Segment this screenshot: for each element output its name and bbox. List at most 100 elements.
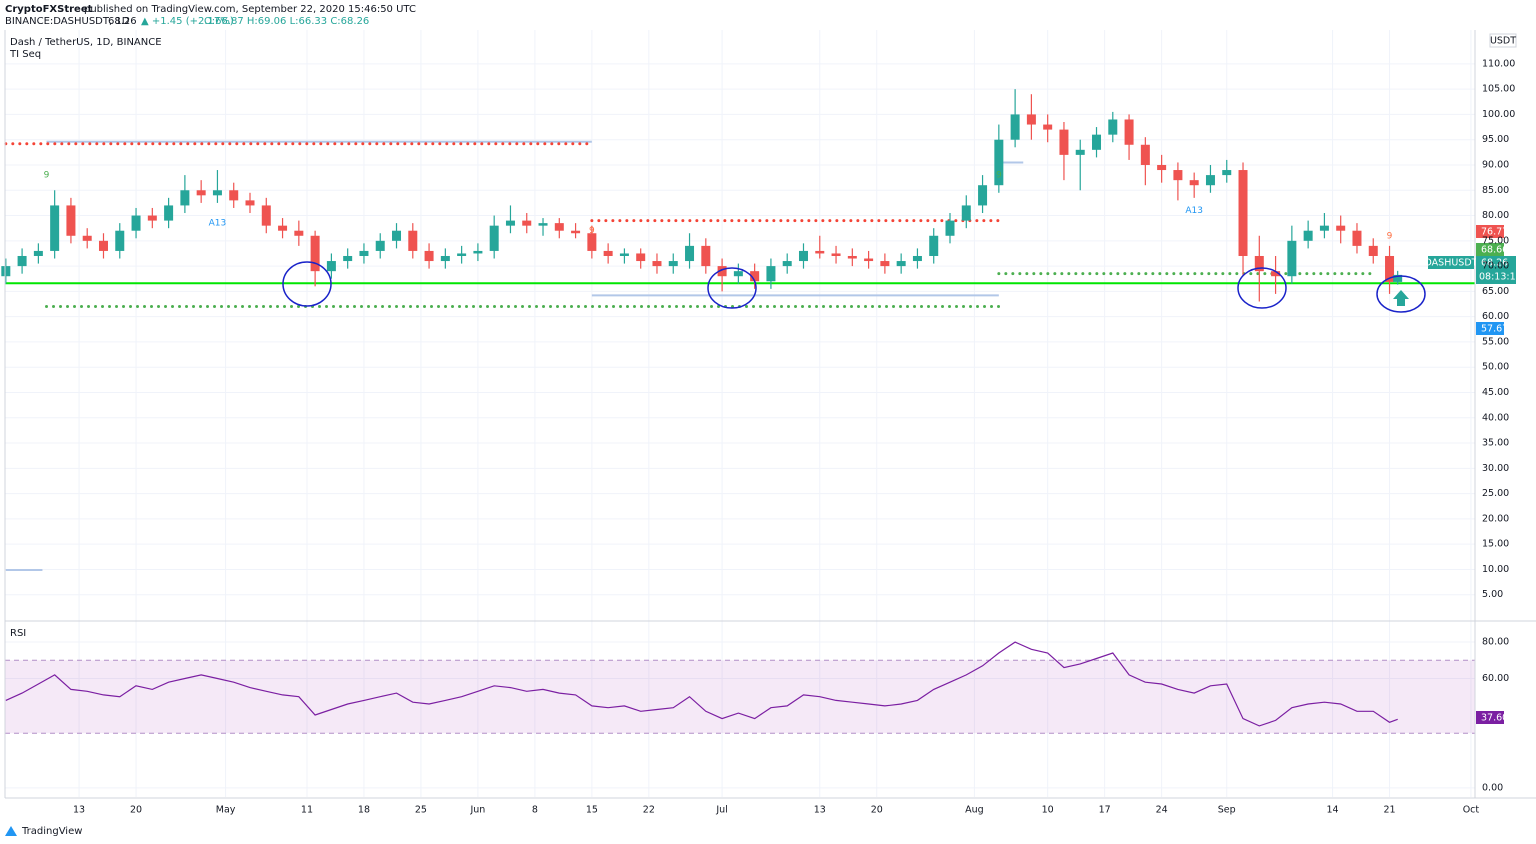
x-tick-label: 18 [358,805,370,816]
candle-body [554,223,564,231]
rsi-line [5,641,1398,727]
candle-body [164,205,174,221]
ohlc: O:66.87 H:69.06 L:66.33 C:68.26 [204,16,369,27]
arrow-up [1393,290,1409,306]
y-tick-label: 100.00 [1482,109,1515,120]
candle-body [17,255,27,267]
brand-logo [5,826,17,836]
annotation: 9 [589,226,595,236]
candle-body [1108,119,1118,135]
candle-body [864,258,874,262]
candle-body [587,233,597,251]
candle-body [131,215,141,231]
candle-body [522,220,532,226]
y-tick-label: 90.00 [1482,159,1509,170]
candle-body [896,261,906,267]
candle-body [929,235,939,256]
candle-body [1303,230,1313,241]
candle-body [1271,271,1281,277]
candle-body [359,250,369,256]
candle-body [212,190,222,196]
candle-body [978,185,988,206]
last-price: 68.26 [108,16,137,27]
y-tick-label: 60.00 [1482,311,1509,322]
annotation: A13 [1185,206,1203,216]
x-tick-label: 10 [1042,805,1054,816]
candle-body [961,205,971,221]
candle-body [1222,170,1232,176]
candle-body [1205,175,1215,186]
y-tick-label: 45.00 [1482,387,1509,398]
candle-body [945,220,955,236]
countdown: 08:13:11 [1479,272,1522,283]
candle-body [473,250,483,254]
candle-body [1385,255,1395,282]
candle-body [489,225,499,251]
y-tick-label: 105.00 [1482,84,1515,95]
currency: USDT [1490,36,1516,47]
candle-body [880,261,890,267]
candle-body [50,205,60,251]
annotation: 9 [44,171,50,181]
candle-body [375,240,385,251]
x-tick-label: 24 [1156,805,1168,816]
x-tick-label: 25 [415,805,427,816]
y-tick-label: 85.00 [1482,185,1509,196]
y-tick-label: 70.00 [1482,261,1509,272]
price-label: 68.66 [1481,245,1508,256]
candle-body [1393,274,1403,282]
annotation: 9 [996,171,1002,181]
x-tick-label: Sep [1218,805,1236,816]
symbol-line: BINANCE:DASHUSDT, 1D [5,16,130,27]
y-tick-label: 50.00 [1482,362,1509,373]
candle-body [1336,225,1346,231]
candle-body [717,266,727,277]
candle-body [1059,129,1069,155]
candle-body [1124,119,1134,145]
candle-body [278,225,288,231]
price-label-box [1476,243,1504,256]
candle-body [245,200,255,206]
candle-body [652,261,662,267]
rsi-tick-label: 60.00 [1482,673,1509,684]
x-tick-label: 15 [586,805,598,816]
candle-body [603,250,613,256]
published: published on TradingView.com, September … [84,4,416,15]
candle-body [196,190,206,196]
candle-body [831,253,841,256]
candle-body [1352,230,1362,246]
candle-body [994,139,1004,186]
candle-body [82,235,92,241]
candle-body [1075,149,1085,155]
candle-body [457,253,467,256]
candle-body [1140,144,1150,165]
candle-body [326,261,336,272]
candle-body [1092,134,1102,150]
price-label: 57.67 [1481,324,1508,335]
candle-body [408,230,418,251]
highlight-circle [1237,267,1287,309]
candle-body [847,255,857,259]
rsi-tick-label: 80.00 [1482,637,1509,648]
x-tick-label: 13 [73,805,85,816]
candle-body [294,230,304,236]
x-tick-label: 8 [532,805,538,816]
highlight-circle [1376,275,1426,313]
rsi-last-box [1476,711,1504,724]
rsi-band [5,660,1475,734]
x-tick-label: 14 [1327,805,1339,816]
rsi-band-layer [5,659,1475,734]
candle-body [1157,164,1167,171]
x-tick-label: 21 [1383,805,1395,816]
candle-body [636,253,646,262]
x-tick-label: 13 [814,805,826,816]
candle-body [1043,124,1053,130]
candle-body [440,255,450,262]
y-tick-label: 75.00 [1482,235,1509,246]
candle-body [701,245,711,267]
y-tick-label: 20.00 [1482,513,1509,524]
x-tick-label: Oct [1463,805,1480,816]
x-tick-label: 20 [871,805,883,816]
y-tick-label: 95.00 [1482,134,1509,145]
